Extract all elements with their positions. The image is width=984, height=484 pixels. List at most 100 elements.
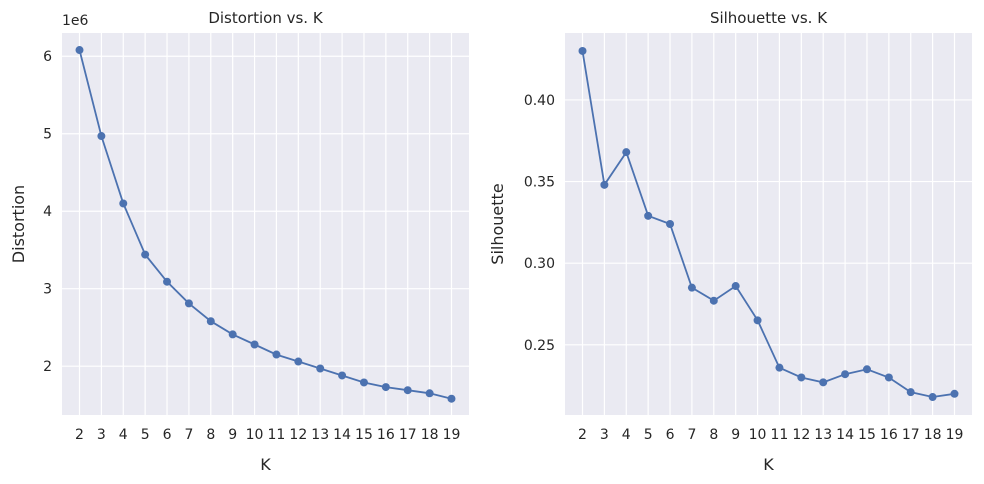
silhouette-x-tick-label: 14 (836, 427, 854, 443)
distortion-point (119, 199, 128, 208)
silhouette-point (950, 389, 959, 398)
silhouette-x-tick-label: 5 (644, 427, 653, 443)
distortion-y-tick-label: 5 (43, 127, 52, 143)
silhouette-point (928, 393, 937, 402)
distortion-point (294, 357, 303, 366)
silhouette-y-tick-label: 0.35 (524, 175, 555, 191)
distortion-x-tick-label: 9 (228, 427, 237, 443)
distortion-point (75, 46, 84, 55)
silhouette-y-tick-label: 0.25 (524, 338, 555, 354)
silhouette-x-tick-label: 15 (858, 427, 876, 443)
silhouette-x-axis-label: K (763, 455, 774, 474)
silhouette-point (666, 220, 675, 228)
silhouette-y-ticks: 0.25 0.30 0.35 0.40 (524, 93, 555, 354)
silhouette-title: Silhouette vs. K (710, 9, 828, 27)
distortion-x-tick-label: 8 (206, 427, 215, 443)
silhouette-x-tick-label: 6 (666, 427, 675, 443)
silhouette-point (862, 365, 871, 374)
silhouette-grid (565, 33, 972, 415)
silhouette-point (775, 363, 784, 372)
silhouette-point (644, 211, 653, 220)
distortion-plot-area (62, 33, 469, 415)
distortion-point (359, 378, 368, 387)
distortion-x-tick-label: 3 (97, 427, 106, 443)
distortion-x-tick-label: 14 (333, 427, 351, 443)
silhouette-x-tick-label: 8 (709, 427, 718, 443)
distortion-y-tick-label: 3 (43, 282, 52, 298)
silhouette-x-tick-label: 11 (771, 427, 789, 443)
silhouette-y-axis-label: Silhouette (488, 183, 507, 264)
distortion-point (250, 340, 259, 349)
silhouette-point (906, 388, 915, 397)
distortion-point (228, 330, 237, 339)
distortion-point (447, 394, 456, 403)
silhouette-x-tick-label: 10 (749, 427, 767, 443)
silhouette-point (753, 316, 762, 325)
distortion-x-tick-label: 19 (443, 427, 461, 443)
silhouette-x-tick-label: 9 (731, 427, 740, 443)
distortion-point (97, 132, 106, 141)
silhouette-x-tick-label: 13 (814, 427, 832, 443)
distortion-series (75, 46, 456, 403)
silhouette-point (578, 46, 587, 55)
distortion-x-tick-label: 16 (377, 427, 395, 443)
silhouette-x-tick-label: 17 (902, 427, 920, 443)
silhouette-x-tick-label: 18 (924, 427, 942, 443)
distortion-y-tick-label: 2 (43, 359, 52, 375)
silhouette-point (622, 148, 631, 157)
distortion-point (381, 383, 390, 392)
distortion-y-tick-label: 6 (43, 49, 52, 65)
silhouette-point (797, 373, 806, 382)
silhouette-x-tick-label: 19 (946, 427, 964, 443)
distortion-x-tick-label: 2 (75, 427, 84, 443)
distortion-x-tick-label: 13 (311, 427, 329, 443)
distortion-x-axis-label: K (260, 455, 271, 474)
distortion-point (184, 299, 193, 308)
silhouette-y-tick-label: 0.40 (524, 93, 555, 109)
silhouette-x-tick-label: 4 (622, 427, 631, 443)
distortion-point (163, 277, 172, 286)
distortion-y-offset-label: 1e6 (62, 13, 89, 29)
silhouette-chart: 2 3 4 5 6 7 8 9 10 11 12 13 14 15 16 17 18 19 0.25 0.30 0.3… (488, 9, 972, 474)
distortion-x-tick-label: 7 (184, 427, 193, 443)
silhouette-point (687, 283, 696, 292)
silhouette-x-tick-label: 12 (792, 427, 810, 443)
distortion-point (403, 386, 412, 395)
silhouette-x-tick-label: 16 (880, 427, 898, 443)
distortion-x-tick-label: 12 (289, 427, 307, 443)
distortion-point (338, 371, 347, 380)
distortion-y-axis-label: Distortion (9, 185, 28, 263)
distortion-point (141, 250, 150, 259)
distortion-x-tick-label: 6 (163, 427, 172, 443)
silhouette-x-tick-label: 3 (600, 427, 609, 443)
distortion-x-tick-label: 4 (119, 427, 128, 443)
distortion-point (316, 364, 325, 373)
distortion-x-ticks: 2 3 4 5 6 7 8 9 10 11 12 13 14 15 16 17 18 19 (75, 427, 460, 443)
distortion-x-tick-label: 18 (421, 427, 439, 443)
distortion-x-tick-label: 5 (141, 427, 150, 443)
silhouette-line (581, 50, 955, 398)
distortion-x-tick-label: 15 (355, 427, 373, 443)
distortion-x-tick-label: 17 (399, 427, 417, 443)
silhouette-point (709, 296, 718, 305)
silhouette-x-tick-label: 7 (687, 427, 696, 443)
silhouette-series (578, 46, 959, 402)
silhouette-point (731, 282, 740, 291)
silhouette-point (884, 373, 893, 382)
silhouette-point (819, 378, 828, 387)
distortion-y-tick-label: 4 (43, 204, 52, 220)
distortion-x-tick-label: 11 (268, 427, 286, 443)
distortion-y-ticks: 2 3 4 5 6 (43, 49, 52, 375)
silhouette-plot-area (565, 33, 972, 415)
distortion-x-tick-label: 10 (246, 427, 264, 443)
distortion-point (206, 317, 215, 326)
silhouette-point (600, 180, 609, 189)
distortion-point (272, 350, 281, 359)
silhouette-point (841, 370, 850, 379)
silhouette-x-tick-label: 2 (578, 427, 587, 443)
distortion-point (425, 389, 434, 398)
silhouette-y-tick-label: 0.30 (524, 256, 555, 272)
distortion-title: Distortion vs. K (208, 9, 323, 27)
